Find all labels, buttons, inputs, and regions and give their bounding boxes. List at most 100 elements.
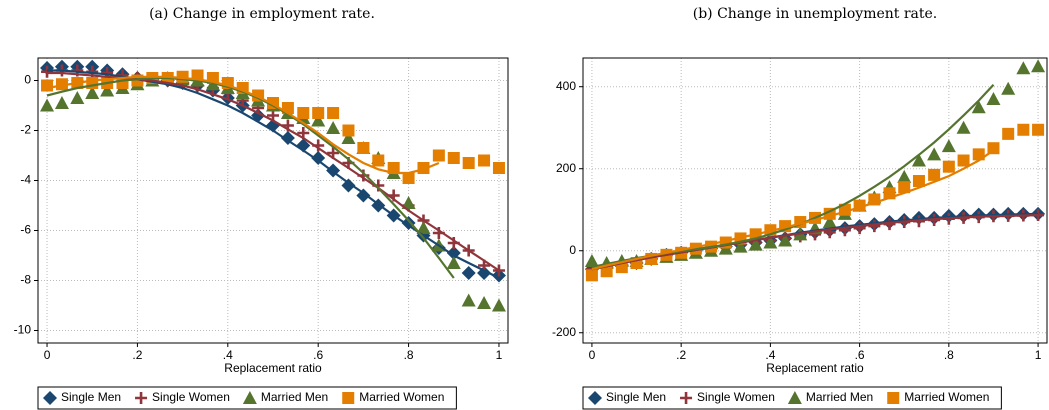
marker-square	[898, 181, 911, 194]
marker-triangle	[85, 86, 100, 99]
x-tick-label: .4	[223, 348, 233, 362]
fit-line	[591, 214, 1039, 271]
marker-triangle	[778, 233, 793, 247]
marker-triangle	[100, 83, 115, 97]
marker-triangle	[401, 196, 416, 209]
fit-line	[46, 75, 440, 175]
legend-label: Single Men	[606, 390, 666, 404]
marker-triangle	[787, 391, 802, 404]
marker-triangle	[897, 169, 912, 183]
y-tick-label: 0	[569, 243, 576, 257]
legend-label: Married Women	[904, 390, 989, 404]
plot-frame	[582, 57, 1048, 344]
marker-diamond	[588, 391, 602, 405]
marker-square	[1032, 123, 1045, 136]
legend-label: Single Women	[697, 390, 775, 404]
marker-square	[342, 124, 355, 137]
marker-square	[1002, 127, 1015, 140]
marker-triangle	[477, 296, 492, 309]
marker-diamond	[401, 216, 416, 230]
marker-triangle	[763, 235, 778, 249]
marker-square	[447, 152, 460, 164]
legend-label: Single Men	[61, 390, 121, 404]
marker-triangle	[956, 120, 971, 134]
marker-square	[41, 79, 54, 92]
marker-diamond	[251, 108, 266, 123]
marker-triangle	[971, 100, 986, 114]
x-axis-label: Replacement ratio	[224, 361, 322, 375]
marker-square	[387, 162, 400, 174]
marker-square	[297, 107, 310, 119]
marker-triangle	[54, 96, 69, 109]
legend-label: Married Men	[261, 390, 328, 404]
y-tick-label: -4	[20, 173, 31, 187]
marker-plus	[135, 392, 148, 404]
y-tick-label: 0	[24, 73, 31, 87]
marker-square	[645, 252, 658, 265]
fit-line	[46, 76, 455, 279]
marker-triangle	[1016, 61, 1031, 75]
fit-line	[591, 149, 995, 271]
legend-label: Single Women	[152, 390, 230, 404]
marker-diamond	[43, 391, 57, 405]
marker-triangle	[927, 147, 942, 161]
marker-triangle	[822, 215, 837, 229]
y-tick-label: -10	[14, 323, 32, 337]
marker-square	[928, 168, 941, 181]
marker-diamond	[461, 266, 476, 280]
marker-triangle	[326, 121, 341, 134]
marker-triangle	[748, 237, 763, 251]
marker-square	[942, 160, 955, 173]
chart-title: (b) Change in unemployment rate.	[693, 6, 938, 22]
x-tick-label: .8	[404, 348, 414, 362]
marker-triangle	[70, 91, 85, 104]
x-tick-label: .6	[855, 348, 865, 362]
marker-square	[402, 172, 415, 184]
marker-triangle	[491, 298, 506, 312]
marker-triangle	[341, 131, 356, 144]
plot-area	[583, 58, 1047, 343]
x-tick-label: .4	[765, 348, 775, 362]
y-tick-label: -200	[552, 325, 576, 339]
marker-triangle	[986, 92, 1001, 106]
y-tick-label: -6	[20, 223, 31, 237]
x-tick-label: .2	[132, 348, 142, 362]
marker-plus	[41, 65, 54, 78]
marker-square	[342, 392, 355, 404]
marker-square	[887, 392, 900, 404]
marker-plus	[680, 392, 693, 404]
marker-diamond	[311, 151, 326, 165]
x-tick-label: 1	[1035, 348, 1042, 362]
marker-plus	[868, 220, 881, 233]
marker-diamond	[356, 188, 371, 203]
marker-square	[600, 265, 613, 278]
y-tick-label: 200	[556, 161, 576, 175]
marker-triangle	[416, 221, 431, 234]
x-tick-label: 1	[496, 348, 503, 362]
marker-square	[372, 154, 385, 167]
marker-square	[912, 175, 925, 188]
marker-triangle	[1031, 59, 1046, 73]
marker-triangle	[584, 253, 599, 267]
fit-line	[47, 69, 500, 279]
y-tick-label: 400	[556, 79, 576, 93]
marker-triangle	[446, 256, 461, 269]
marker-triangle	[733, 239, 748, 253]
legend: Single Men Single Women Married Men Married…	[582, 386, 1002, 410]
chart-title: (a) Change in employment rate.	[149, 6, 375, 22]
marker-square	[492, 162, 505, 174]
plot-frame	[37, 57, 509, 344]
x-tick-label: 0	[44, 348, 51, 362]
marker-triangle	[311, 113, 326, 127]
x-axis-label: Replacement ratio	[766, 361, 864, 375]
legend-label: Married Men	[806, 390, 873, 404]
marker-triangle	[1001, 81, 1016, 95]
y-tick-label: -8	[20, 273, 31, 287]
marker-triangle	[941, 139, 956, 153]
x-tick-label: .2	[676, 348, 686, 362]
marker-diamond	[341, 178, 356, 193]
marker-square	[585, 269, 598, 282]
marker-square	[357, 142, 370, 154]
